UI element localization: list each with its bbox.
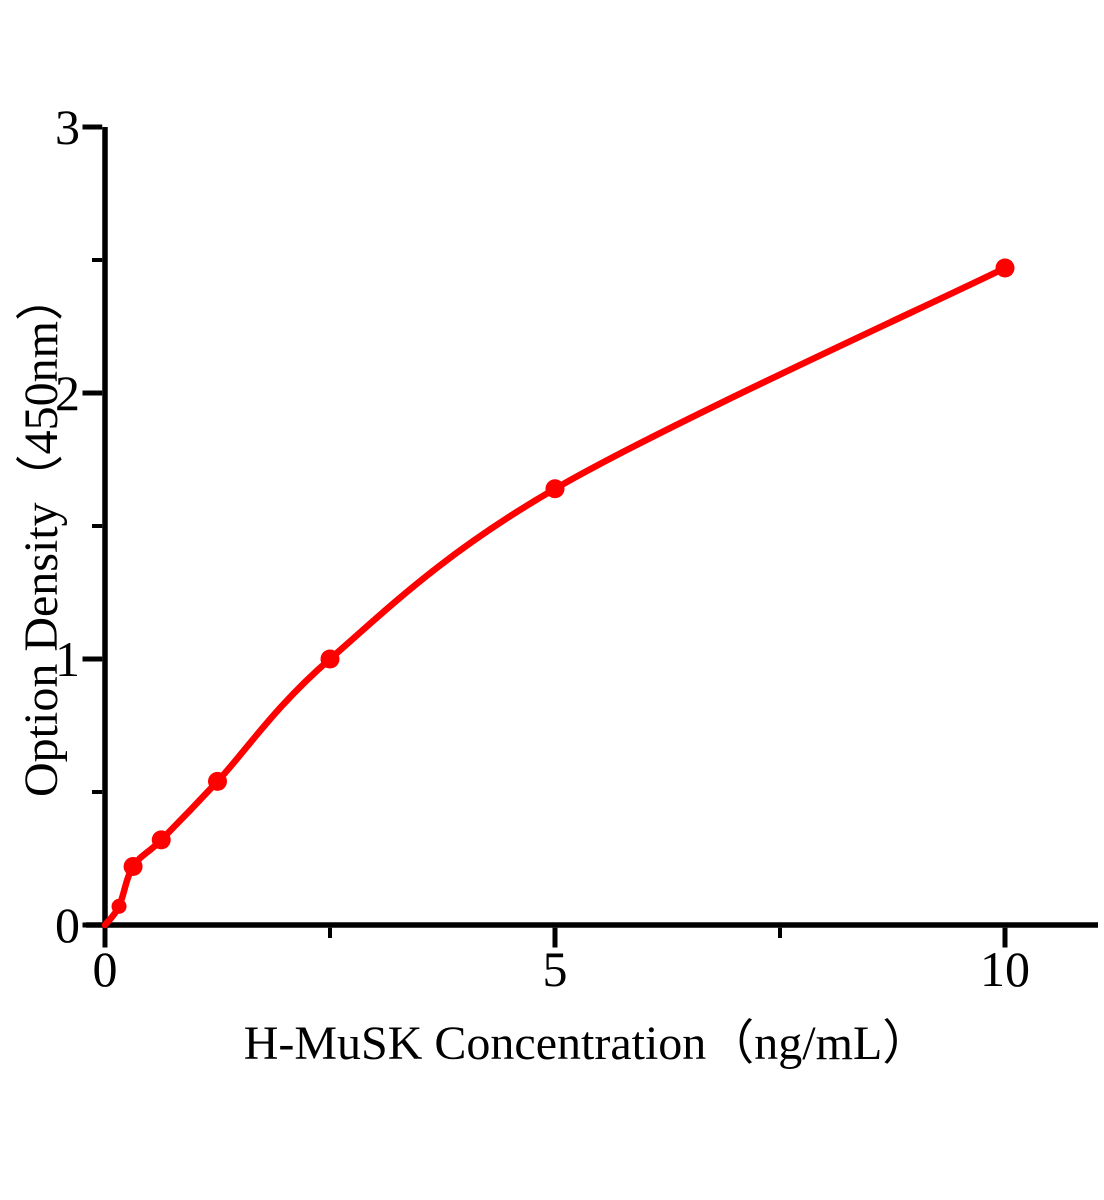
data-point — [545, 479, 565, 499]
y-axis-title: Option Density（450nm） — [15, 273, 68, 797]
x-tick-label: 10 — [980, 941, 1030, 997]
data-point — [123, 856, 143, 876]
data-point — [208, 771, 227, 791]
data-point — [151, 830, 171, 850]
x-axis-title: H-MuSK Concentration（ng/mL） — [243, 1017, 931, 1070]
fit-curve — [101, 264, 1009, 929]
y-tick-label: 3 — [55, 99, 80, 155]
x-tick-label: 5 — [542, 941, 568, 997]
y-tick-label: 1 — [55, 631, 80, 687]
y-tick-label: 0 — [55, 897, 80, 953]
x-tick-label: 0 — [92, 941, 118, 997]
data-point — [995, 258, 1015, 278]
y-tick-label: 2 — [55, 365, 80, 421]
data-point — [111, 898, 127, 914]
data-point — [320, 649, 340, 669]
